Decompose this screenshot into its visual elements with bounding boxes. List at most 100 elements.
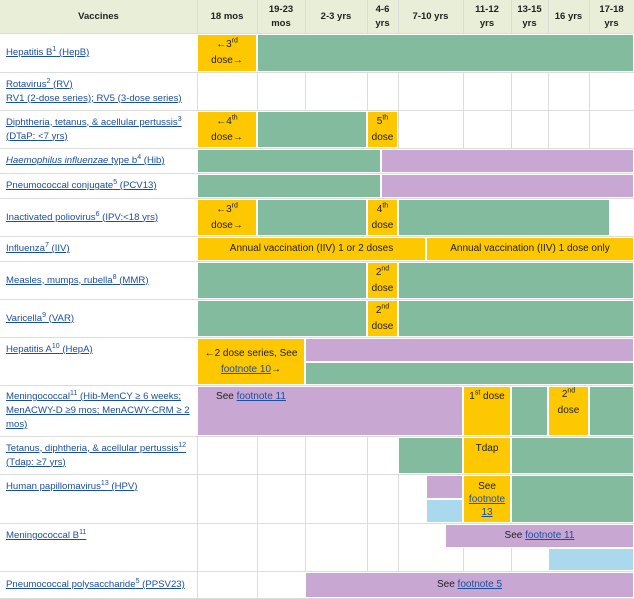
hpv-footnote-link[interactable]: footnote bbox=[468, 493, 506, 505]
hepa-catchup-cell bbox=[305, 362, 634, 385]
menb-highrisk-cell bbox=[445, 524, 634, 548]
tdap-catchup-2-cell bbox=[511, 437, 634, 474]
hib-highrisk-cell bbox=[381, 149, 634, 173]
var-catchup-cell bbox=[197, 300, 367, 337]
vaccine-dtap-line2[interactable]: (DTaP: <7 yrs) bbox=[6, 130, 68, 142]
vaccine-tdap-link[interactable]: Tetanus, diphtheria, & acellular pertuss… bbox=[6, 441, 187, 454]
vaccine-hepb[interactable]: Hepatitis B1 (HepB) bbox=[6, 34, 194, 72]
vaccine-pcv[interactable]: Pneumococcal conjugate5 (PCV13) bbox=[6, 174, 194, 198]
dtap-4-6yrs-label: 5th dose bbox=[371, 114, 394, 143]
vaccine-hib[interactable]: Haemophilus influenzae type b4 (Hib) bbox=[6, 149, 194, 173]
mening-11-12yrs-label: 1st dose bbox=[469, 389, 505, 402]
vaccine-ipv[interactable]: Inactivated poliovirus6 (IPV:<18 yrs) bbox=[6, 199, 194, 236]
hpv-footnote-link-2[interactable]: 13 bbox=[481, 506, 493, 518]
vaccine-dtap-link[interactable]: Diphtheria, tetanus, & acellular pertuss… bbox=[6, 115, 182, 128]
vaccine-rv-link[interactable]: Rotavirus2 (RV) bbox=[6, 77, 73, 90]
header-16yrs: 16 yrs bbox=[554, 10, 583, 22]
header-row bbox=[0, 0, 634, 33]
vaccine-menb-link[interactable]: Meningococcal B11 bbox=[6, 528, 87, 541]
ipv-18mos-cell bbox=[197, 199, 257, 236]
mening-16yrs-cell bbox=[548, 386, 589, 436]
vaccine-mening-link[interactable]: Meningococcal11 (Hib-MenCY ≥ 6 weeks; bbox=[6, 389, 182, 402]
tdap-catchup-cell bbox=[398, 437, 463, 474]
iiv-1or2-label: Annual vaccination (IIV) 1 or 2 doses bbox=[229, 243, 394, 254]
dtap-18mos-cell bbox=[197, 111, 257, 148]
vaccine-hpv-link[interactable]: Human papillomavirus13 (HPV) bbox=[6, 479, 138, 492]
vaccine-mmr-link[interactable]: Measles, mumps, rubella8 (MMR) bbox=[6, 273, 149, 286]
vaccine-pcv-link[interactable]: Pneumococcal conjugate5 (PCV13) bbox=[6, 178, 157, 191]
ppsv-highrisk-cell bbox=[305, 572, 634, 598]
vaccine-menb[interactable]: Meningococcal B11 bbox=[6, 524, 194, 548]
mening-highrisk-cell bbox=[197, 386, 463, 436]
iiv-1dose-cell bbox=[426, 237, 634, 261]
vaccine-hepa-link[interactable]: Hepatitis A10 (HepA) bbox=[6, 342, 93, 355]
iiv-1or2-cell bbox=[197, 237, 426, 261]
mening-16yrs-label: 2nd dose bbox=[557, 387, 580, 416]
var-catchup-2-cell bbox=[398, 300, 634, 337]
vaccine-ipv-link[interactable]: Inactivated poliovirus6 (IPV:<18 yrs) bbox=[6, 210, 159, 223]
hpv-noncoverage-cell bbox=[426, 499, 463, 523]
vaccine-hepb-link[interactable]: Hepatitis B1 (HepB) bbox=[6, 45, 90, 58]
mmr-4-6yrs-label: 2nd dose bbox=[371, 265, 394, 294]
ppsv-footnote-link[interactable]: footnote 5 bbox=[457, 579, 503, 590]
pcv-highrisk-cell bbox=[381, 174, 634, 198]
var-4-6yrs-label: 2nd dose bbox=[371, 303, 394, 332]
header-11-12yrs: 11-12 yrs bbox=[475, 3, 499, 29]
vaccine-var-link[interactable]: Varicella9 (VAR) bbox=[6, 311, 75, 324]
mening-catchup-2-cell bbox=[589, 386, 634, 436]
menb-clinical-decision-cell bbox=[548, 548, 634, 571]
header-2-3yrs: 2-3 yrs bbox=[320, 10, 352, 22]
menb-footnote-link[interactable]: footnote 11 bbox=[525, 530, 575, 541]
vaccine-hepa[interactable]: Hepatitis A10 (HepA) bbox=[6, 338, 194, 362]
header-7-10yrs: 7-10 yrs bbox=[412, 10, 449, 22]
tdap-11-12yrs-cell bbox=[463, 437, 511, 474]
hepb-18mos-label: ←3rd dose→ bbox=[211, 37, 243, 66]
mening-18mos-label: See footnote 11 bbox=[216, 391, 286, 402]
header-17-18yrs: 17-18 yrs bbox=[599, 3, 624, 29]
ipv-18mos-label: ←3rd dose→ bbox=[211, 202, 243, 231]
dtap-18mos-label: ←4th dose→ bbox=[211, 114, 243, 143]
ppsv-span-label: See footnote 5 bbox=[436, 579, 503, 590]
hepb-catchup-cell bbox=[257, 34, 634, 72]
header-13-15yrs: 13-15 yrs bbox=[517, 3, 542, 29]
hpv-11-12yrs-label: See footnote 13 bbox=[468, 480, 506, 518]
dtap-catchup-cell bbox=[257, 111, 367, 148]
hpv-catchup-cell bbox=[511, 475, 634, 523]
hepa-highrisk-cell bbox=[305, 338, 634, 362]
hepa-18mos-label: ←2 dose series, See footnote 10→ bbox=[204, 347, 298, 375]
ipv-4-6yrs-label: 4th dose bbox=[371, 202, 394, 231]
vaccine-mening-line3[interactable]: mos) bbox=[6, 419, 28, 430]
vaccine-iiv-link[interactable]: Influenza7 (IIV) bbox=[6, 241, 70, 254]
ipv-catchup-cell bbox=[257, 199, 367, 236]
tdap-11-12yrs-label: Tdap bbox=[475, 443, 499, 454]
vaccine-mening[interactable]: Meningococcal11 (Hib-MenCY ≥ 6 weeks; Men… bbox=[6, 386, 194, 436]
vaccine-tdap-line2[interactable]: (Tdap: ≥7 yrs) bbox=[6, 456, 66, 468]
vaccine-rv[interactable]: Rotavirus2 (RV) RV1 (2-dose series); RV5 … bbox=[6, 73, 194, 110]
vaccine-mmr[interactable]: Measles, mumps, rubella8 (MMR) bbox=[6, 262, 194, 299]
var-4-6yrs-cell bbox=[367, 300, 398, 337]
vaccine-dtap[interactable]: Diphtheria, tetanus, & acellular pertuss… bbox=[6, 111, 194, 148]
vaccine-ppsv[interactable]: Pneumococcal polysaccharide5 (PPSV23) bbox=[6, 572, 194, 598]
ipv-4-6yrs-cell bbox=[367, 199, 398, 236]
vaccine-mening-line2[interactable]: MenACWY-D ≥9 mos; MenACWY-CRM ≥ 2 bbox=[6, 405, 190, 416]
mmr-4-6yrs-cell bbox=[367, 262, 398, 299]
vaccine-hib-link[interactable]: Haemophilus influenzae type b4 (Hib) bbox=[6, 153, 165, 166]
hpv-highrisk-cell bbox=[426, 475, 463, 499]
hib-catchup-cell bbox=[197, 149, 381, 173]
mmr-catchup-cell bbox=[197, 262, 367, 299]
vaccine-ppsv-link[interactable]: Pneumococcal polysaccharide5 (PPSV23) bbox=[6, 577, 185, 590]
hepa-footnote-link[interactable]: footnote 10 bbox=[220, 363, 272, 375]
vaccine-tdap[interactable]: Tetanus, diphtheria, & acellular pertuss… bbox=[6, 437, 194, 474]
mening-footnote-link[interactable]: footnote 11 bbox=[236, 391, 286, 402]
vaccine-rv-line2[interactable]: RV1 (2-dose series); RV5 (3-dose series) bbox=[6, 92, 182, 104]
vaccine-hpv[interactable]: Human papillomavirus13 (HPV) bbox=[6, 475, 194, 499]
vaccine-var[interactable]: Varicella9 (VAR) bbox=[6, 300, 194, 337]
hepb-18mos-cell bbox=[197, 34, 257, 72]
mening-catchup-cell bbox=[511, 386, 548, 436]
menb-span-label: See footnote 11 bbox=[504, 530, 575, 541]
pcv-catchup-cell bbox=[197, 174, 381, 198]
vaccine-iiv[interactable]: Influenza7 (IIV) bbox=[6, 237, 194, 261]
header-4-6yrs: 4-6 yrs bbox=[375, 3, 390, 29]
header-18mos: 18 mos bbox=[210, 10, 244, 22]
